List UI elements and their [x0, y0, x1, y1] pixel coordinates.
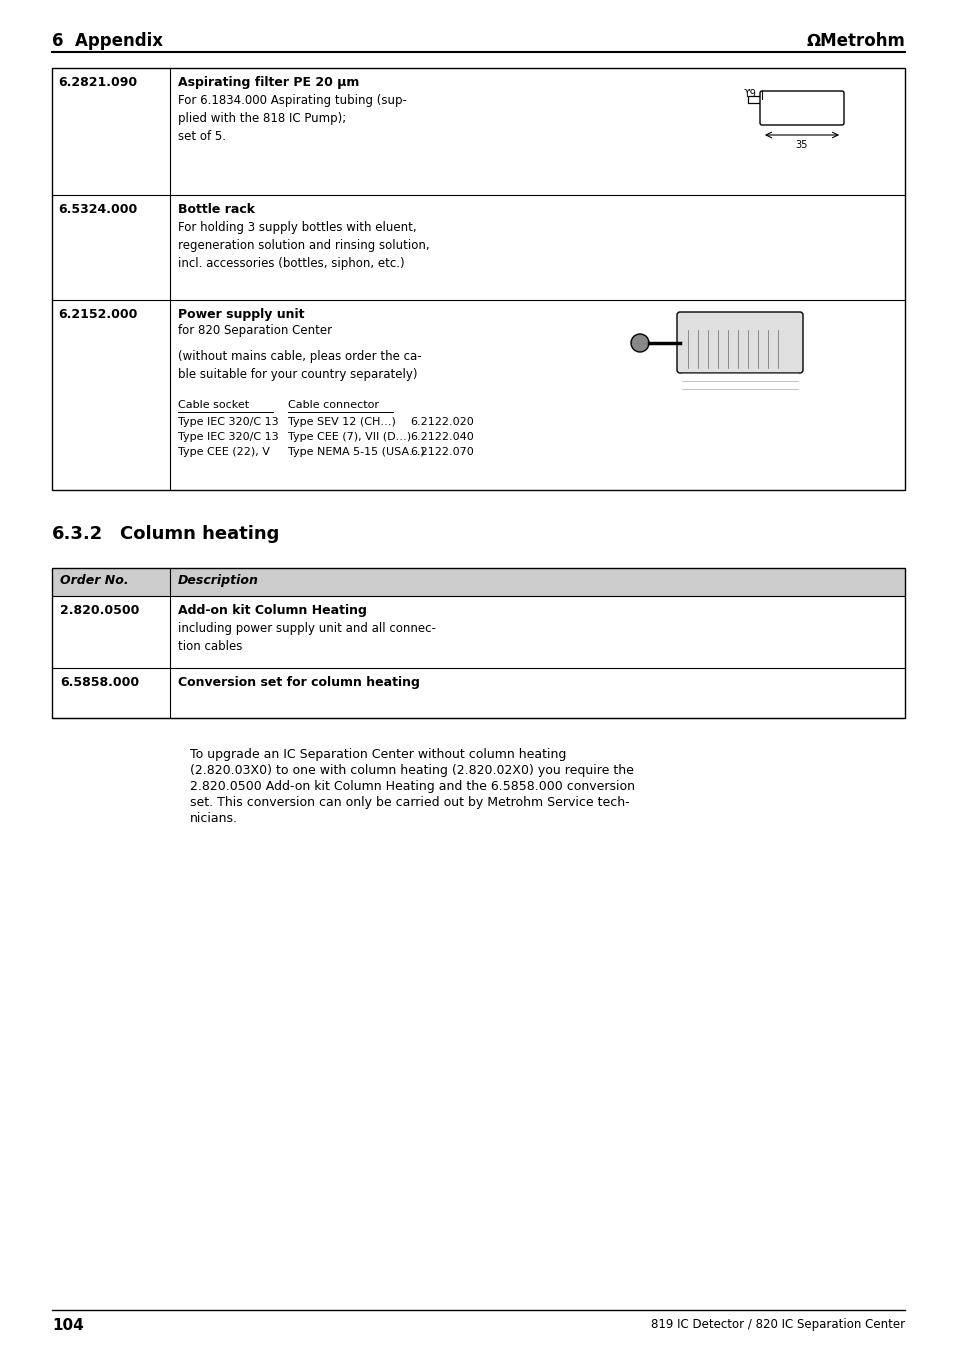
Text: Cable socket: Cable socket — [178, 400, 249, 409]
FancyBboxPatch shape — [760, 91, 843, 126]
Circle shape — [630, 334, 648, 353]
Text: Type IEC 320/C 13: Type IEC 320/C 13 — [178, 417, 278, 427]
Text: 819 IC Detector / 820 IC Separation Center: 819 IC Detector / 820 IC Separation Cent… — [650, 1319, 904, 1331]
Text: For holding 3 supply bottles with eluent,
regeneration solution and rinsing solu: For holding 3 supply bottles with eluent… — [178, 222, 429, 270]
Bar — [747, 96, 761, 103]
Bar — [52, 567, 904, 717]
Text: 6.2122.020: 6.2122.020 — [410, 417, 474, 427]
Bar — [52, 68, 904, 490]
Text: 6.2122.070: 6.2122.070 — [410, 447, 474, 457]
Text: 6  Appendix: 6 Appendix — [52, 32, 163, 50]
Text: ϒ9: ϒ9 — [743, 89, 756, 99]
Text: including power supply unit and all connec-
tion cables: including power supply unit and all conn… — [178, 621, 436, 653]
Text: (without mains cable, pleas order the ca-
ble suitable for your country separate: (without mains cable, pleas order the ca… — [178, 350, 421, 381]
Text: 6.2821.090: 6.2821.090 — [58, 76, 137, 89]
FancyBboxPatch shape — [677, 312, 802, 373]
Text: set. This conversion can only be carried out by Metrohm Service tech-: set. This conversion can only be carried… — [190, 796, 629, 809]
Text: 35: 35 — [795, 141, 807, 150]
Text: 104: 104 — [52, 1319, 84, 1333]
Text: Add-on kit Column Heating: Add-on kit Column Heating — [178, 604, 367, 617]
Text: Type CEE (22), V: Type CEE (22), V — [178, 447, 270, 457]
Text: 6.2152.000: 6.2152.000 — [58, 308, 137, 322]
Text: Type NEMA 5-15 (USA…): Type NEMA 5-15 (USA…) — [288, 447, 424, 457]
Text: 2.820.0500 Add-on kit Column Heating and the 6.5858.000 conversion: 2.820.0500 Add-on kit Column Heating and… — [190, 780, 635, 793]
Text: ΩMetrohm: ΩMetrohm — [805, 32, 904, 50]
Text: For 6.1834.000 Aspirating tubing (sup-
plied with the 818 IC Pump);
set of 5.: For 6.1834.000 Aspirating tubing (sup- p… — [178, 95, 406, 143]
Bar — [52, 567, 904, 596]
Text: (2.820.03X0) to one with column heating (2.820.02X0) you require the: (2.820.03X0) to one with column heating … — [190, 765, 633, 777]
Text: Conversion set for column heating: Conversion set for column heating — [178, 676, 419, 689]
Text: Power supply unit: Power supply unit — [178, 308, 304, 322]
Text: 6.3.2: 6.3.2 — [52, 526, 103, 543]
Text: Cable connector: Cable connector — [288, 400, 378, 409]
Text: 6.5324.000: 6.5324.000 — [58, 203, 137, 216]
Text: Bottle rack: Bottle rack — [178, 203, 254, 216]
Text: Type SEV 12 (CH…): Type SEV 12 (CH…) — [288, 417, 395, 427]
Text: To upgrade an IC Separation Center without column heating: To upgrade an IC Separation Center witho… — [190, 748, 566, 761]
Text: for 820 Separation Center: for 820 Separation Center — [178, 324, 332, 336]
Text: nicians.: nicians. — [190, 812, 237, 825]
Text: Column heating: Column heating — [120, 526, 279, 543]
Text: 6.5858.000: 6.5858.000 — [60, 676, 139, 689]
Text: Type CEE (7), VII (D…): Type CEE (7), VII (D…) — [288, 432, 411, 442]
Text: 6.2122.040: 6.2122.040 — [410, 432, 474, 442]
Text: Type IEC 320/C 13: Type IEC 320/C 13 — [178, 432, 278, 442]
Text: Description: Description — [178, 574, 258, 586]
Text: 2.820.0500: 2.820.0500 — [60, 604, 139, 617]
Text: Aspirating filter PE 20 μm: Aspirating filter PE 20 μm — [178, 76, 359, 89]
Text: Order No.: Order No. — [60, 574, 129, 586]
